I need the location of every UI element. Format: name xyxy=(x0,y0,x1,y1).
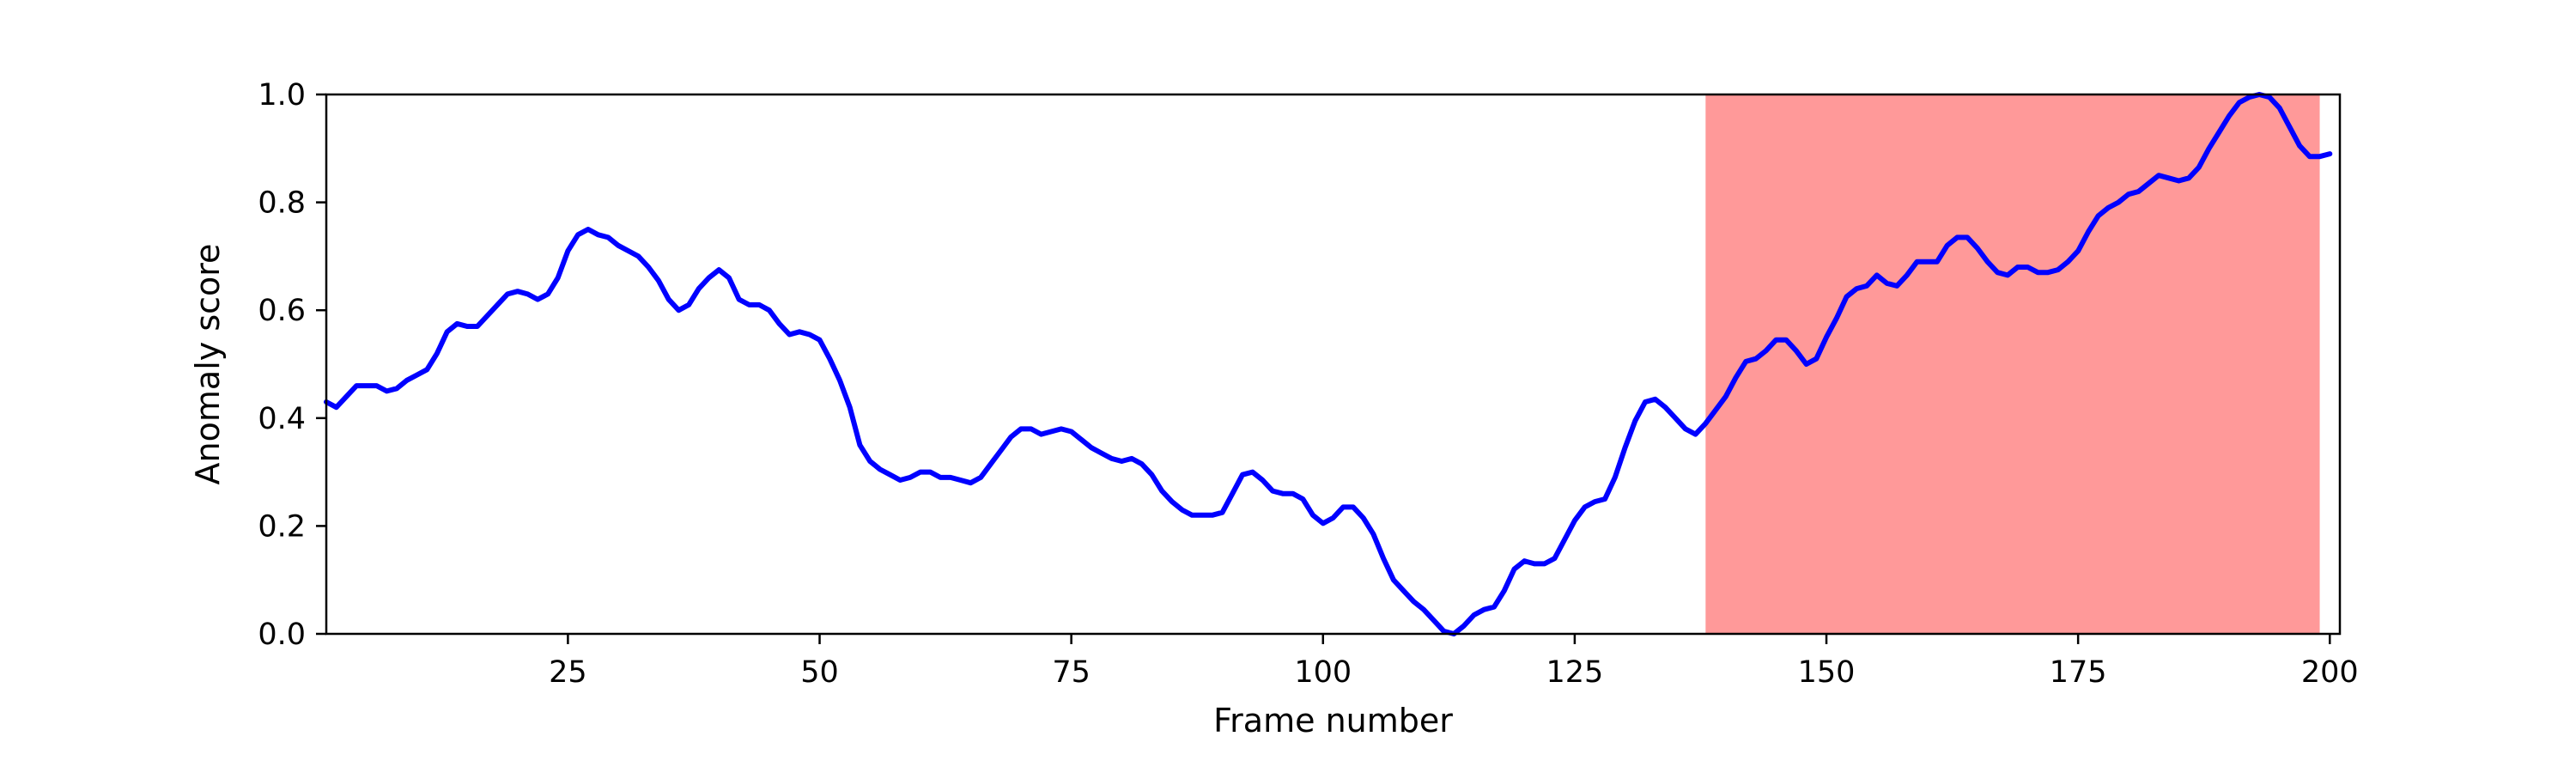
plot-frame xyxy=(325,93,2342,636)
x-axis-label: Frame number xyxy=(1213,702,1453,740)
x-tick-label: 175 xyxy=(2050,655,2107,690)
y-tick-label: 0.8 xyxy=(258,186,306,221)
x-tick-label: 200 xyxy=(2301,655,2359,690)
x-tick-label: 125 xyxy=(1546,655,1603,690)
x-tick-label: 75 xyxy=(1052,655,1091,690)
x-tick-label: 100 xyxy=(1294,655,1352,690)
y-tick-label: 0.6 xyxy=(258,294,306,328)
y-tick-label: 1.0 xyxy=(258,78,306,113)
x-tick-label: 25 xyxy=(549,655,587,690)
y-tick-label: 0.0 xyxy=(258,618,306,652)
y-tick-label: 0.2 xyxy=(258,509,306,544)
y-tick-label: 0.4 xyxy=(258,402,306,436)
anomaly-score-line xyxy=(324,92,2333,636)
y-axis-label: Anomaly score xyxy=(189,244,227,485)
x-tick-label: 50 xyxy=(800,655,839,690)
x-tick-label: 150 xyxy=(1798,655,1856,690)
anomaly-region xyxy=(1705,94,2320,634)
